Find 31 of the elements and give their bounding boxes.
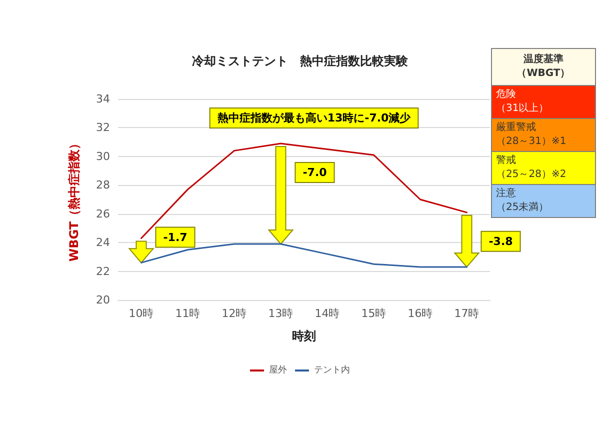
annotation: -3.8 (488, 234, 513, 248)
y-axis-title: WBGT（熱中症指数） (67, 137, 81, 262)
text: 警戒（25～28）※2 (492, 151, 595, 184)
text: 危険（31以上） (492, 85, 595, 118)
y-tick-label: 32 (96, 121, 110, 134)
legend-label: 屋外 (269, 364, 287, 376)
y-tick-label: 24 (96, 236, 110, 250)
x-tick-label: 11時 (175, 307, 200, 320)
x-tick-label: 12時 (222, 307, 247, 320)
y-tick-label: 34 (96, 92, 110, 106)
y-tick-label: 20 (96, 294, 110, 306)
x-tick-label: 14時 (314, 307, 340, 320)
line-series (140, 142, 468, 240)
x-tick-label: 15時 (361, 307, 386, 320)
x-tick-label: 13時 (268, 307, 294, 320)
x-tick-label: 16時 (408, 307, 433, 320)
annotation: -7.0 (302, 166, 328, 180)
annotation: -1.7 (163, 230, 188, 244)
annotation: 熱中症指数が最も高い13時に-7.0減少 (216, 112, 412, 124)
x-tick-label: 17時 (454, 307, 480, 320)
chart-title: 冷却ミストテント 熱中症指数比較実験 (192, 54, 409, 68)
y-tick-label: 30 (96, 150, 110, 163)
y-tick-label: 26 (96, 207, 110, 220)
text: 注意（25未満） (492, 184, 595, 217)
text: 厳重警戒（28～31）※1 (492, 118, 595, 151)
x-tick-label: 10時 (128, 307, 154, 320)
text: 温度基準（WBGT） (492, 49, 595, 85)
x-axis-title: 時刻 (292, 329, 316, 343)
y-tick-label: 28 (96, 178, 110, 192)
legend-label: テント内 (314, 364, 350, 376)
y-tick-label: 22 (96, 264, 110, 278)
